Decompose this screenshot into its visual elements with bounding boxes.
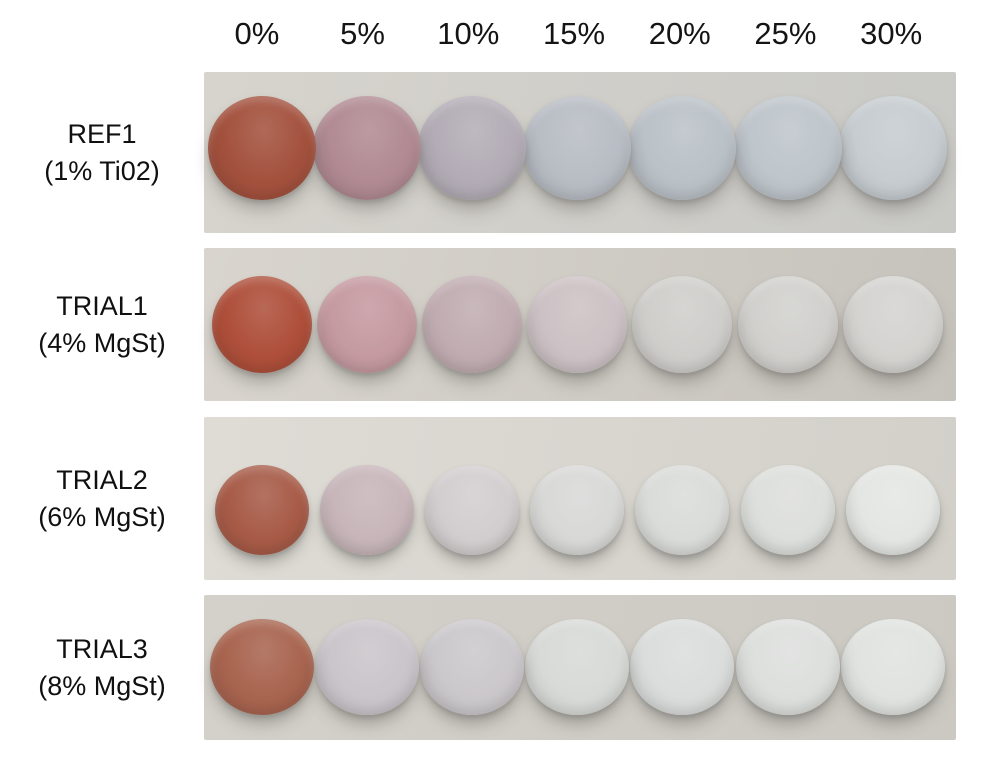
row-label-trial1: TRIAL1 (4% MgSt) <box>0 248 204 401</box>
tablet-ref1-5pct <box>312 96 421 200</box>
tablet-trial3-30pct <box>840 619 945 715</box>
photo-strip-trial2 <box>204 417 956 580</box>
concentration-header-row: 0% 5% 10% 15% 20% 25% 30% <box>204 16 944 62</box>
figure-row-trial2: TRIAL2 (6% MgSt) <box>0 417 1000 580</box>
tablet-trial3-15pct <box>525 619 630 715</box>
column-header-5pct: 5% <box>340 16 385 51</box>
tablet-trial3-25pct <box>735 619 840 715</box>
tablet-trial2-25pct <box>740 465 835 555</box>
tablet-trial2-15pct <box>530 465 625 555</box>
tablet-trial2-5pct <box>319 465 414 555</box>
row-label-trial3: TRIAL3 (8% MgSt) <box>0 595 204 740</box>
row-label-trial2: TRIAL2 (6% MgSt) <box>0 417 204 580</box>
tablet-trial1-20pct <box>632 275 733 373</box>
tablet-trial2-10pct <box>424 465 519 555</box>
tablet-trial1-30pct <box>842 275 943 373</box>
tablet-ref1-10pct <box>417 96 526 200</box>
tablet-trial2-30pct <box>845 465 940 555</box>
row-label-ref1: REF1 (1% Ti02) <box>0 72 204 233</box>
row-name: TRIAL2 <box>56 464 148 495</box>
photo-strip-trial3 <box>204 595 956 740</box>
tablet-trial3-10pct <box>419 619 524 715</box>
tablet-trial1-5pct <box>316 275 417 373</box>
tablet-ref1-0pct <box>207 96 316 200</box>
tablet-ref1-15pct <box>523 96 632 200</box>
tablet-ref1-30pct <box>838 96 947 200</box>
tablet-trial3-20pct <box>630 619 735 715</box>
row-formulation: (8% MgSt) <box>38 670 166 701</box>
tablet-trial3-5pct <box>314 619 419 715</box>
photo-strip-ref1 <box>204 72 956 233</box>
row-name: TRIAL3 <box>56 633 148 664</box>
row-formulation: (6% MgSt) <box>38 501 166 532</box>
row-name: TRIAL1 <box>56 290 148 321</box>
column-header-0pct: 0% <box>234 16 280 51</box>
tablet-trial2-0pct <box>214 465 309 555</box>
tablet-trial2-20pct <box>635 465 730 555</box>
tablet-trial1-0pct <box>211 275 312 373</box>
figure-row-ref1: REF1 (1% Ti02) <box>0 72 1000 233</box>
figure-row-trial3: TRIAL3 (8% MgSt) <box>0 595 1000 740</box>
column-header-15pct: 15% <box>542 16 606 51</box>
photo-strip-trial1 <box>204 248 956 401</box>
column-header-25pct: 25% <box>754 16 817 51</box>
row-formulation: (1% Ti02) <box>44 155 160 186</box>
tablet-ref1-20pct <box>628 96 737 200</box>
tablet-ref1-25pct <box>733 96 842 200</box>
column-header-30pct: 30% <box>860 16 923 51</box>
figure-row-trial1: TRIAL1 (4% MgSt) <box>0 248 1000 401</box>
rows-container: REF1 (1% Ti02) TRIAL1 (4% MgSt) TRIAL2 (6% Mg… <box>0 72 1000 740</box>
tablet-trial1-15pct <box>527 275 628 373</box>
tablet-trial1-10pct <box>421 275 522 373</box>
column-header-10pct: 10% <box>437 16 500 51</box>
tablet-trial3-0pct <box>209 619 314 715</box>
column-header-20pct: 20% <box>648 16 711 51</box>
tablet-trial1-25pct <box>737 275 838 373</box>
row-name: REF1 <box>67 118 137 149</box>
row-formulation: (4% MgSt) <box>38 327 166 358</box>
